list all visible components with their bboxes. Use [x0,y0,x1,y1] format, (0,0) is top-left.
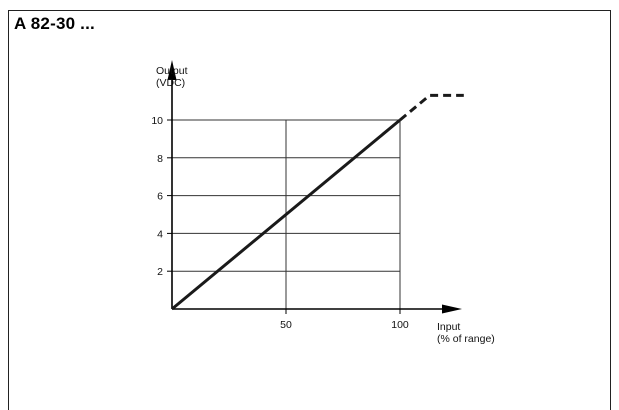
tick-label-y-8: 8 [157,153,163,165]
output-vs-input-chart: 2 4 6 8 10 50 100 Output (VDC) Input (% of range) [151,60,495,345]
panel-heading: A 82-30 ... [14,14,95,33]
tick-label-y-6: 6 [157,191,163,203]
y-axis-title-line-0: Output [156,65,188,77]
series-layer [171,93,464,311]
x-axis-title-line-0: Input [437,321,460,333]
y-axis-title: Output (VDC) [156,65,188,89]
tick-label-y-10: 10 [151,115,163,127]
x-axis-title-line-1: (% of range) [437,333,495,345]
axes-layer [167,60,462,314]
series-line-solid [171,118,401,311]
grid-layer [172,119,401,309]
series-line-dashed [399,93,464,122]
x-axis-arrowhead [442,304,462,314]
tick-label-y-2: 2 [157,266,163,278]
panel-frame [8,10,611,410]
tick-label-y-4: 4 [157,228,163,240]
tick-label-x-50: 50 [280,319,292,331]
labels-layer: 2 4 6 8 10 50 100 Output (VDC) Input (% of range) [151,65,494,345]
tick-label-x-100: 100 [391,319,409,331]
x-axis-title: Input (% of range) [437,321,495,345]
y-axis-title-line-1: (VDC) [156,77,185,89]
y-axis-arrowhead [167,60,177,80]
